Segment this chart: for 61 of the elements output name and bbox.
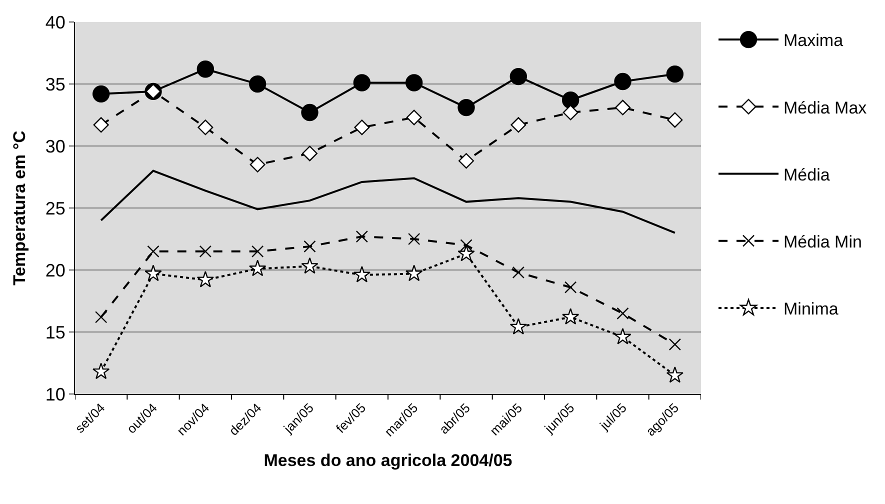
point (564, 281, 577, 294)
point (406, 110, 422, 126)
point (250, 156, 266, 172)
point (356, 230, 368, 243)
point (562, 308, 580, 325)
legend-label: Média Max (784, 98, 868, 118)
point (92, 362, 110, 380)
point (199, 245, 212, 258)
line-series (100, 170, 676, 234)
y-tick-label: 30 (45, 136, 66, 156)
point (458, 244, 475, 262)
legend-label: Média (784, 165, 830, 184)
point (512, 266, 525, 279)
point (144, 264, 162, 282)
legend-label: Média Min (784, 232, 862, 252)
point (668, 338, 682, 350)
point (405, 264, 423, 282)
y-tick-label: 40 (45, 12, 66, 32)
point (510, 68, 528, 86)
y-tick-label: 25 (45, 198, 66, 218)
point (301, 104, 318, 122)
point (248, 75, 266, 93)
point (666, 65, 684, 83)
point (248, 260, 266, 276)
point (304, 240, 316, 253)
point (615, 100, 630, 116)
legend-label: Maxima (784, 31, 844, 50)
point (510, 117, 526, 133)
point (147, 245, 160, 258)
point (562, 92, 580, 109)
point (353, 74, 371, 92)
point (405, 74, 423, 92)
point (614, 72, 632, 90)
point (666, 366, 684, 383)
point (458, 153, 474, 169)
y-tick-label: 10 (45, 384, 66, 404)
x-axis-title: Meses do ano agricola 2004/05 (264, 450, 512, 470)
point (667, 112, 683, 128)
point (408, 232, 420, 246)
point (616, 307, 629, 320)
point (196, 270, 214, 288)
point (353, 266, 371, 282)
y-axis-title: Temperatura em °C (10, 130, 29, 286)
point (251, 245, 264, 258)
y-tick-label: 35 (45, 74, 66, 94)
y-tick-label: 20 (45, 260, 66, 280)
point (354, 120, 370, 136)
point (196, 60, 214, 78)
y-tick-label: 15 (45, 322, 66, 342)
legend-label: Minima (784, 300, 839, 319)
point (460, 239, 472, 252)
point (510, 318, 528, 334)
point (562, 104, 578, 120)
point (93, 117, 109, 133)
point (301, 257, 318, 274)
point (458, 98, 475, 116)
point (302, 146, 318, 162)
point (614, 328, 632, 344)
point (92, 85, 110, 103)
point (198, 120, 214, 136)
point (94, 311, 108, 324)
